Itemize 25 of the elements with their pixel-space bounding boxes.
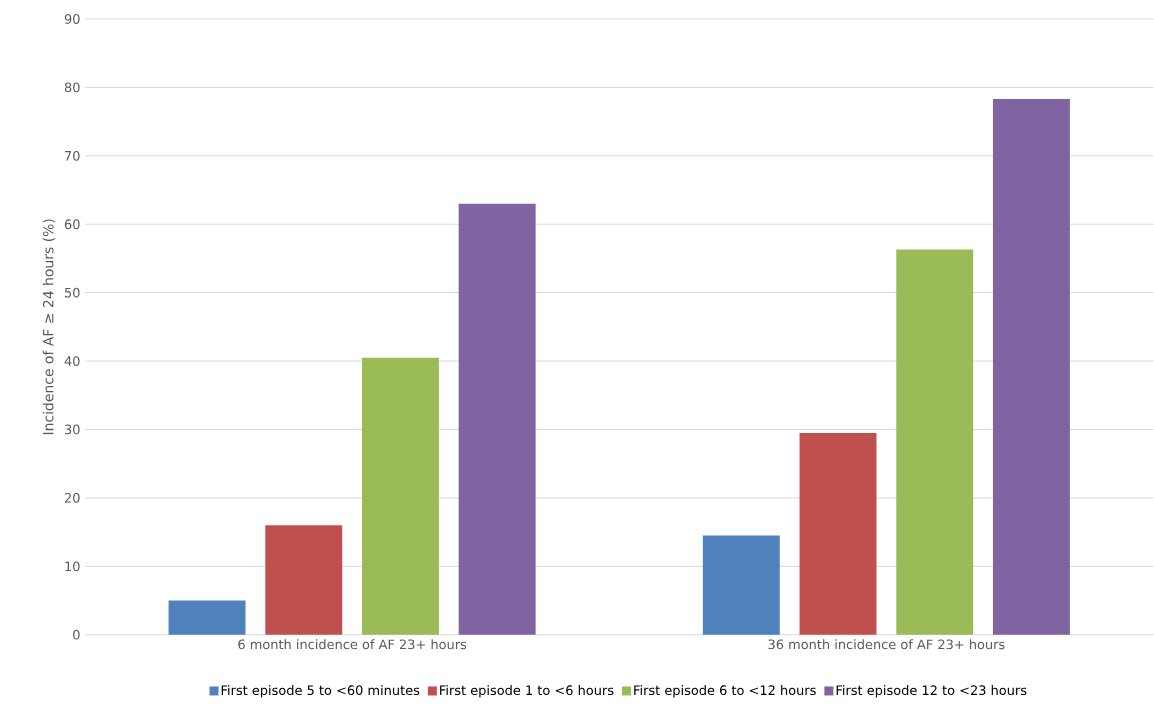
legend-label: First episode 12 to <23 hours	[836, 685, 1027, 698]
bar	[799, 433, 877, 635]
y-tick-label: 0	[73, 629, 80, 640]
bar	[458, 203, 536, 635]
x-tick-label: 36 month incidence of AF 23+ hours	[768, 639, 1005, 650]
y-axis-title: Incidence of AF ≥ 24 hours (%)	[42, 219, 56, 435]
bar	[361, 357, 439, 635]
bar	[896, 249, 974, 635]
y-tick-label: 50	[64, 287, 80, 298]
y-tick-label: 70	[65, 151, 80, 161]
y-tick-label: 90	[64, 14, 80, 25]
x-tick-label: 6 month incidence of AF 23+ hours	[238, 639, 467, 650]
legend-label: First episode 6 to <12 hours	[634, 685, 816, 698]
y-tick-label: 10	[65, 561, 80, 572]
y-tick-label: 60	[64, 219, 80, 230]
y-tick-label: 40	[64, 356, 80, 367]
bar	[265, 525, 343, 635]
legend-label: First episode 5 to <60 minutes	[221, 685, 420, 698]
y-tick-label: 30	[64, 424, 80, 435]
bar	[168, 600, 246, 635]
y-tick-label: 20	[64, 493, 80, 503]
bar	[702, 535, 780, 635]
legend-label: First episode 1 to <6 hours	[440, 685, 614, 698]
y-tick-label: 80	[64, 82, 80, 93]
bar	[992, 99, 1070, 635]
